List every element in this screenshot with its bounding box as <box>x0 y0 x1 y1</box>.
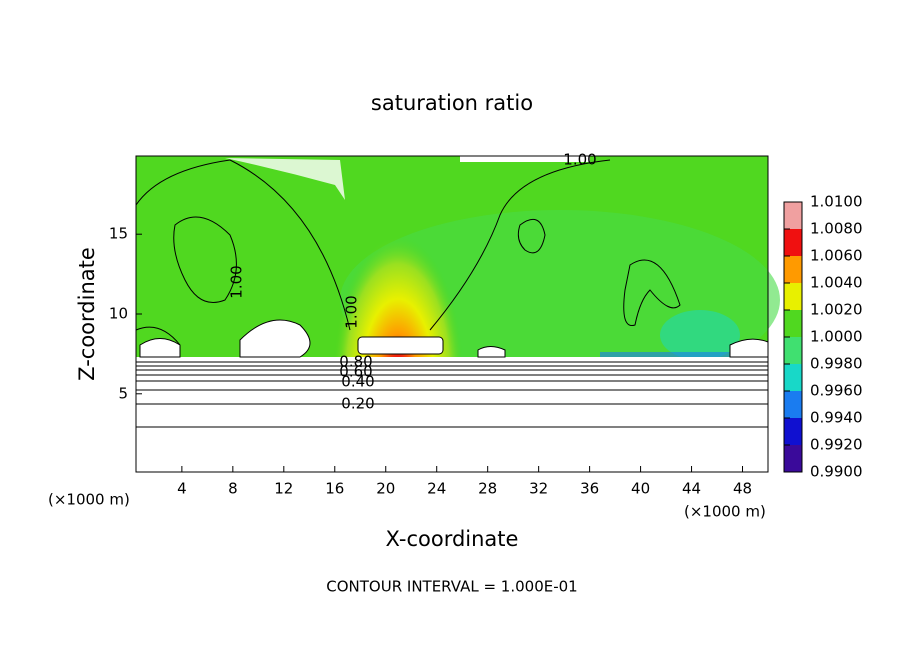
colorbar-tick-label: 1.0060 <box>810 247 863 265</box>
field <box>135 156 780 472</box>
colorbar-tick-label: 1.0000 <box>810 328 863 346</box>
x-tick-label: 32 <box>529 480 548 498</box>
contour-label: 0.40 <box>341 373 374 391</box>
colorbar-segment <box>784 283 802 310</box>
colorbar-segment <box>784 364 802 391</box>
chart-title: saturation ratio <box>371 91 533 115</box>
x-tick-label: 20 <box>376 480 395 498</box>
x-tick-label: 8 <box>228 480 238 498</box>
colorbar-segment <box>784 202 802 229</box>
colorbar-segment <box>784 391 802 418</box>
colorbar-tick-label: 1.0020 <box>810 301 863 319</box>
x-tick-label: 16 <box>325 480 344 498</box>
contour-label: 0.80 <box>339 353 372 371</box>
x-tick-label: 4 <box>177 480 187 498</box>
colorbar-segment <box>784 310 802 337</box>
colorbar-tick-label: 0.9920 <box>810 436 863 454</box>
y-axis-label: Z-coordinate <box>75 247 99 381</box>
colorbar-tick-label: 1.0040 <box>810 274 863 292</box>
colorbar-tick-label: 0.9900 <box>810 463 863 481</box>
contour-label: 1.00 <box>343 295 361 328</box>
colorbar-tick-label: 1.0080 <box>810 220 863 238</box>
colorbar-segment <box>784 337 802 364</box>
footnote: CONTOUR INTERVAL = 1.000E-01 <box>326 578 577 596</box>
axis-unit: (×1000 m) <box>684 503 766 521</box>
colorbar-tick-label: 0.9960 <box>810 382 863 400</box>
contour-label: 1.00 <box>563 151 596 169</box>
colorbar-segment <box>784 229 802 256</box>
colorbar-tick-label: 0.9980 <box>810 355 863 373</box>
x-tick-label: 24 <box>427 480 446 498</box>
colorbar-segment <box>784 418 802 445</box>
colorbar-segment <box>784 445 802 472</box>
colorbar-segment <box>784 256 802 283</box>
x-tick-label: 36 <box>580 480 599 498</box>
x-tick-label: 12 <box>274 480 293 498</box>
x-tick-label: 28 <box>478 480 497 498</box>
y-tick-label: 5 <box>118 384 128 402</box>
colorbar-tick-label: 1.0100 <box>810 193 863 211</box>
colorbar-tick-label: 0.9940 <box>810 409 863 427</box>
axis-unit: (×1000 m) <box>48 491 130 509</box>
contour-label: 1.00 <box>228 265 246 298</box>
x-tick-label: 48 <box>733 480 752 498</box>
contour-label: 0.20 <box>341 395 374 413</box>
x-axis-label: X-coordinate <box>386 527 519 551</box>
x-tick-label: 44 <box>682 480 701 498</box>
x-tick-label: 40 <box>631 480 650 498</box>
contour-label: 0.60 <box>339 363 372 381</box>
y-tick-label: 15 <box>109 225 128 243</box>
y-tick-label: 10 <box>109 305 128 323</box>
